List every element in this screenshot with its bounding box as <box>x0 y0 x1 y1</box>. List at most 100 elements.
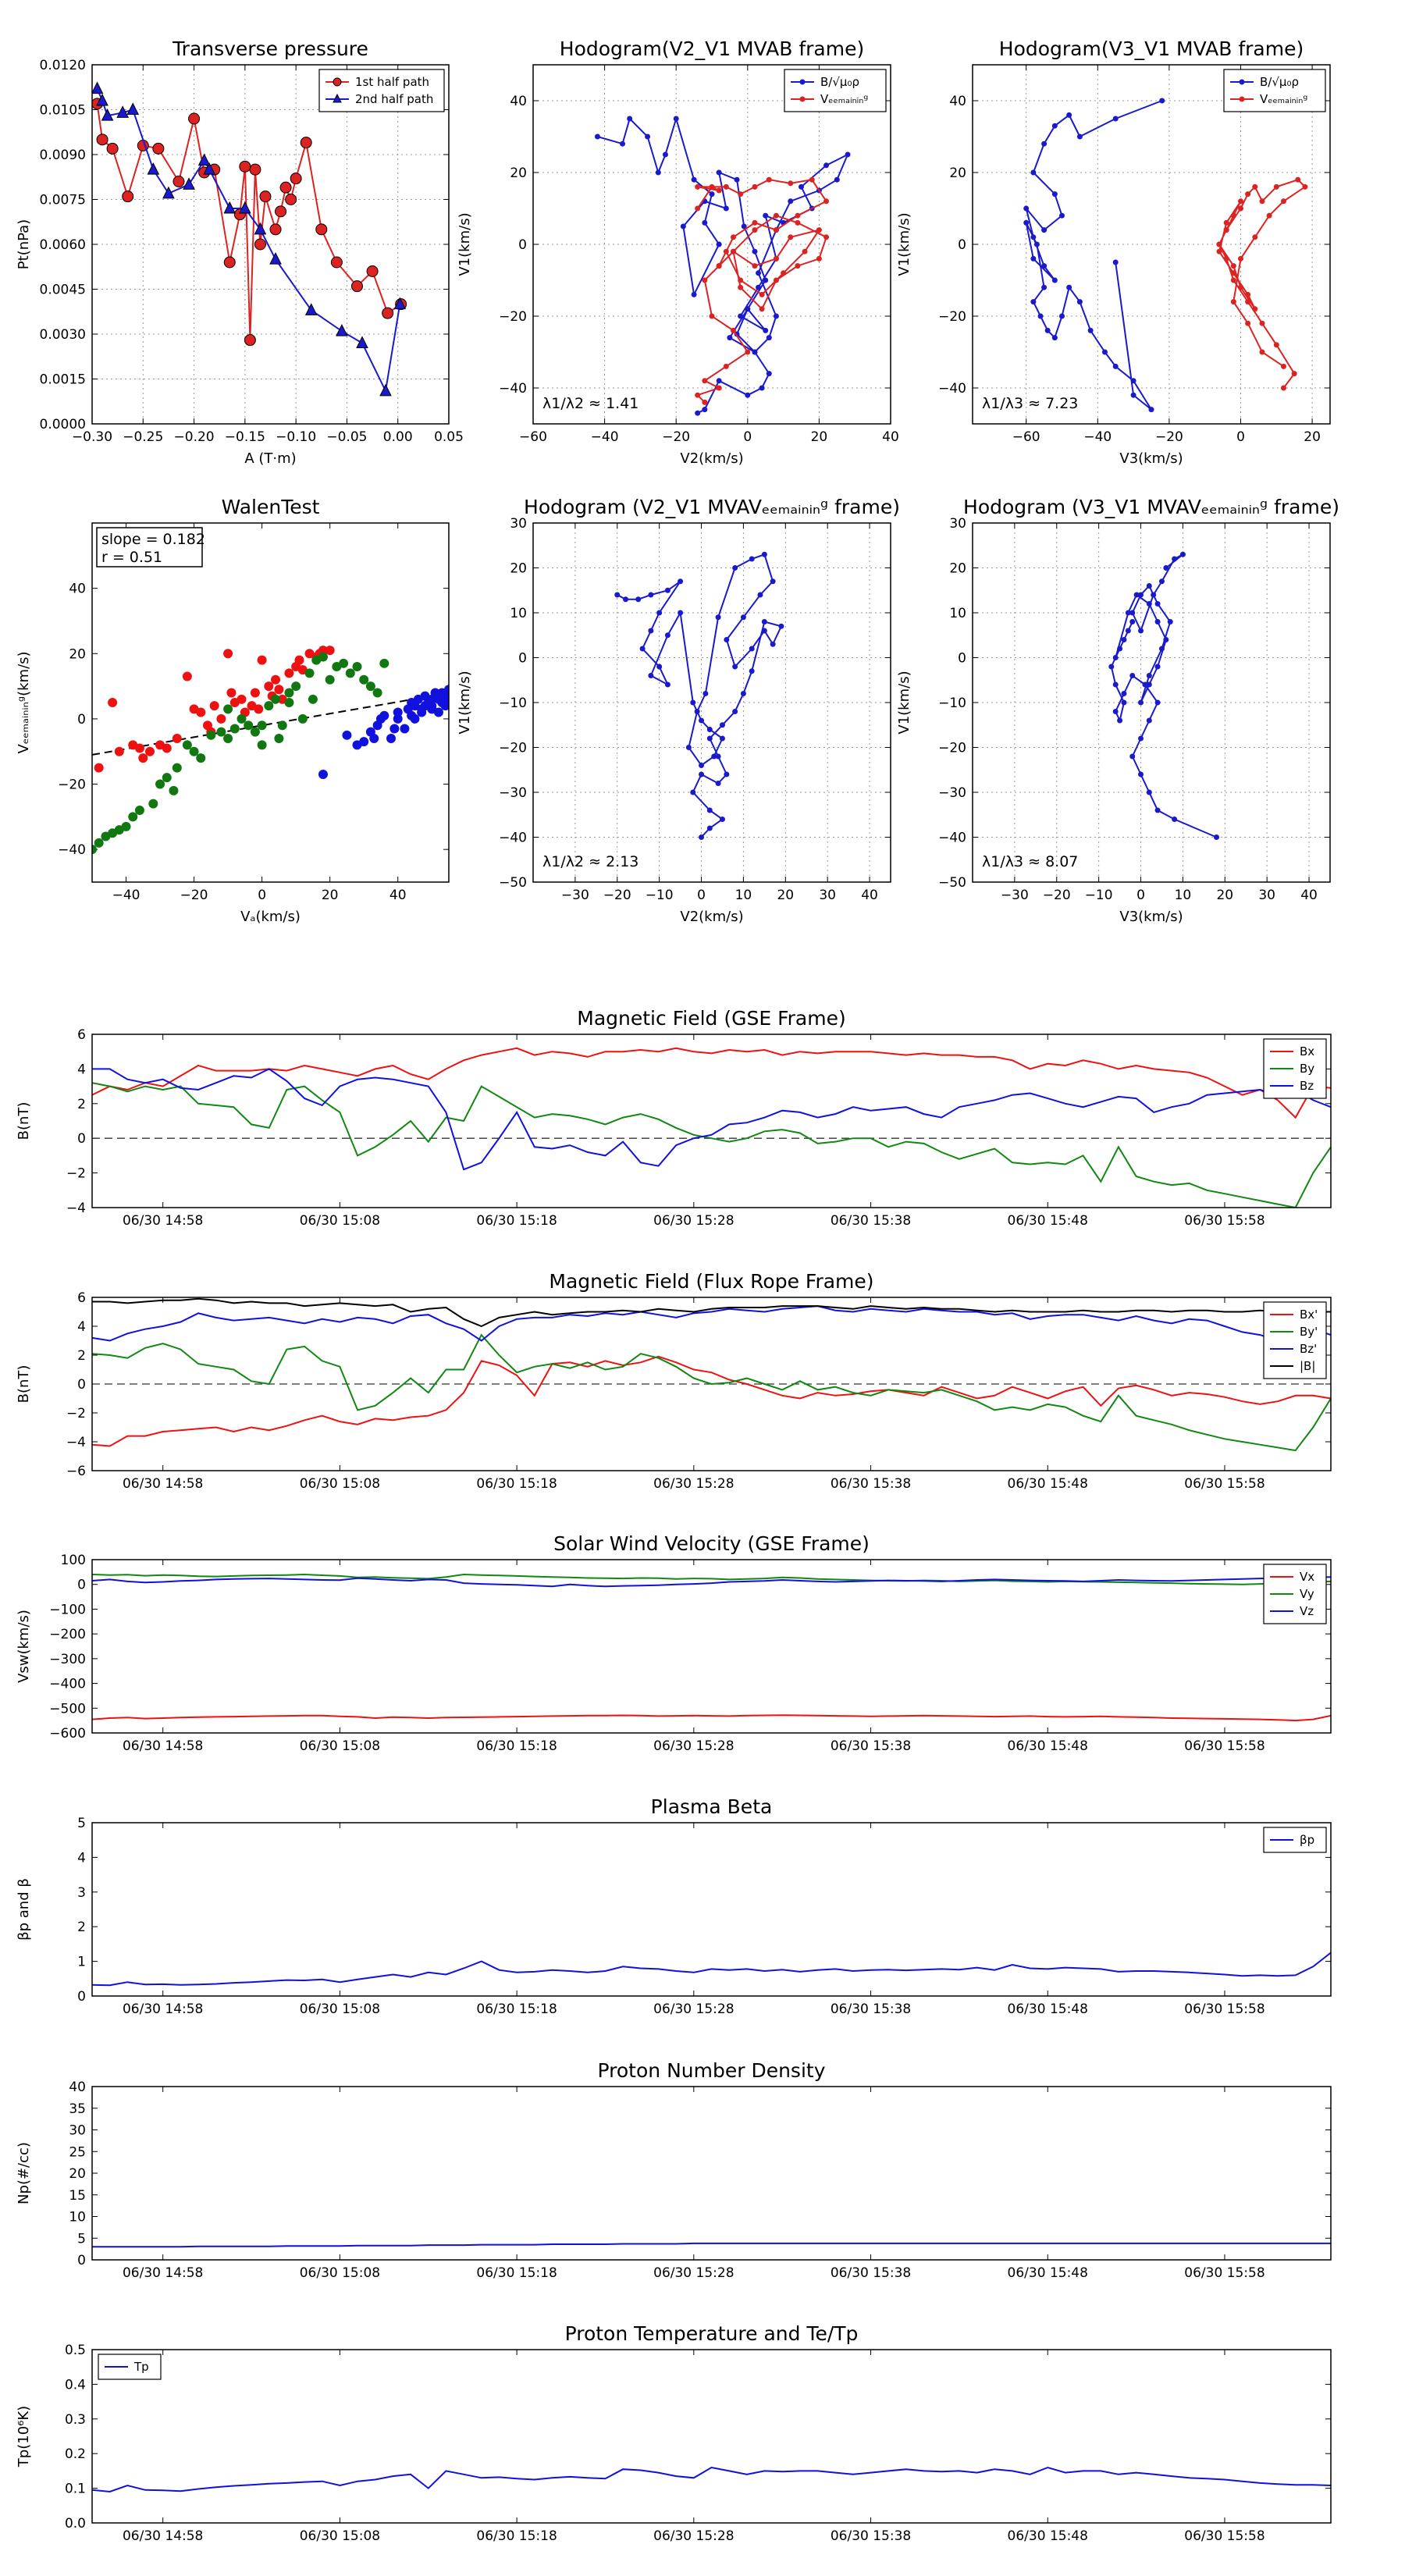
data-point <box>1230 299 1236 305</box>
data-point <box>1142 681 1148 688</box>
x-axis-label: V2(km/s) <box>680 450 743 467</box>
y-tick-label: 15 <box>69 2188 86 2204</box>
legend: Tp <box>98 2354 162 2380</box>
y-tick-label: 40 <box>510 94 527 109</box>
data-point <box>315 223 328 236</box>
data-point <box>724 771 730 777</box>
data-point <box>745 392 751 398</box>
y-tick-label: −40 <box>499 381 527 397</box>
legend-box <box>318 69 445 112</box>
data-point <box>716 378 722 384</box>
data-point <box>269 223 282 236</box>
chart-title: Plasma Beta <box>651 1795 773 1818</box>
chart-transverse_pressure: Transverse pressure−0.30 −0.25 −0.20 −0.15−… <box>16 37 464 467</box>
x-tick-label: 06/30 14:58 <box>123 1738 203 1754</box>
x-tick-label: −40 <box>112 888 140 903</box>
data-point <box>1214 834 1220 840</box>
data-point <box>223 256 236 269</box>
data-point <box>271 674 281 685</box>
y-tick-label: 0.0105 <box>40 103 86 119</box>
data-point <box>1112 363 1119 369</box>
data-point <box>752 248 758 254</box>
data-point <box>752 219 758 226</box>
series-line-0 <box>92 1714 1331 1722</box>
data-point <box>1133 592 1140 598</box>
data-point <box>1302 183 1308 190</box>
y-tick-label: −40 <box>499 831 527 846</box>
data-point <box>699 834 705 840</box>
x-tick-label: 06/30 15:28 <box>653 2265 734 2281</box>
plot-area <box>594 116 851 416</box>
y-axis-label: Pt(nPa) <box>16 219 32 269</box>
data-point <box>706 807 713 813</box>
data-point <box>138 753 148 763</box>
data-point <box>1154 664 1161 670</box>
data-point <box>664 587 670 593</box>
plot-frame <box>91 1034 1332 1208</box>
x-tick-label: 30 <box>819 888 836 903</box>
x-tick-label: −40 <box>1083 429 1112 445</box>
data-point <box>1146 789 1152 795</box>
data-point <box>284 688 294 698</box>
y-tick-label: 4 <box>77 1062 86 1077</box>
data-point <box>1230 277 1236 283</box>
chart-mag_fr: Magnetic Field (Flux Rope Frame) 06/30 14… <box>16 1270 1332 1492</box>
y-tick-label: −30 <box>938 785 966 801</box>
plot-area <box>1023 98 1308 413</box>
series-line-2 <box>92 1305 1331 1342</box>
chart-title: Hodogram(V2_V1 MVAB frame) <box>560 37 864 60</box>
legend-label: B/√μ₀ρ <box>820 75 859 89</box>
data-point <box>695 205 701 212</box>
data-point <box>752 263 758 269</box>
data-point <box>1179 551 1186 557</box>
legend-label: B/√μ₀ρ <box>1260 75 1299 89</box>
y-axis-label: Vₑₑₘₐᵢₙᵢₙᵍ(km/s) <box>16 651 32 753</box>
chart-vel: Solar Wind Velocity (GSE Frame) 06/30 14:… <box>16 1532 1332 1754</box>
data-point <box>1291 371 1297 377</box>
x-tick-label: −60 <box>1012 429 1040 445</box>
data-point <box>229 724 240 734</box>
data-point <box>761 628 767 634</box>
data-point <box>1023 205 1030 212</box>
data-point <box>1037 313 1044 319</box>
data-point <box>656 664 663 670</box>
chart-hodo_v2_mvav: Hodogram (V2_V1 MVAVₑₑₘₐᵢₙᵢₙᵍ frame)−30−… <box>457 496 900 925</box>
data-point <box>1238 284 1243 290</box>
data-point <box>773 277 779 283</box>
data-point <box>1159 98 1165 104</box>
data-point <box>648 628 654 634</box>
data-point <box>379 383 392 397</box>
data-point <box>802 248 808 254</box>
r-text: r = 0.51 <box>101 549 162 566</box>
legend-marker <box>333 77 342 87</box>
data-point <box>715 781 721 786</box>
data-point <box>94 838 104 848</box>
data-point <box>691 291 697 297</box>
data-point <box>730 327 736 333</box>
data-point <box>732 565 738 571</box>
x-tick-label: 06/30 15:38 <box>831 1738 911 1754</box>
data-point <box>1259 198 1265 205</box>
legend-label: Vz <box>1300 1604 1314 1618</box>
x-tick-label: −0.15 <box>225 429 265 445</box>
y-tick-label: −600 <box>49 1726 86 1742</box>
y-tick-label: 0.1 <box>65 2482 86 2497</box>
data-point <box>795 263 801 269</box>
data-point <box>773 313 779 319</box>
data-point <box>284 698 294 707</box>
data-point <box>716 263 722 269</box>
data-point <box>1076 133 1083 140</box>
data-point <box>770 578 776 585</box>
data-point <box>223 734 233 743</box>
plot-frame <box>91 1297 1332 1471</box>
x-tick-label: 0 <box>743 429 752 445</box>
plot-area <box>92 2466 1331 2493</box>
x-tick-label: 10 <box>735 888 752 903</box>
y-tick-label: 3 <box>77 1885 86 1901</box>
y-tick-label: 35 <box>69 2101 86 2117</box>
data-point <box>223 649 233 659</box>
data-point <box>237 694 247 704</box>
data-point <box>749 556 755 562</box>
x-tick-label: 06/30 15:28 <box>653 1476 734 1492</box>
y-tick-label: 2 <box>77 1920 86 1935</box>
